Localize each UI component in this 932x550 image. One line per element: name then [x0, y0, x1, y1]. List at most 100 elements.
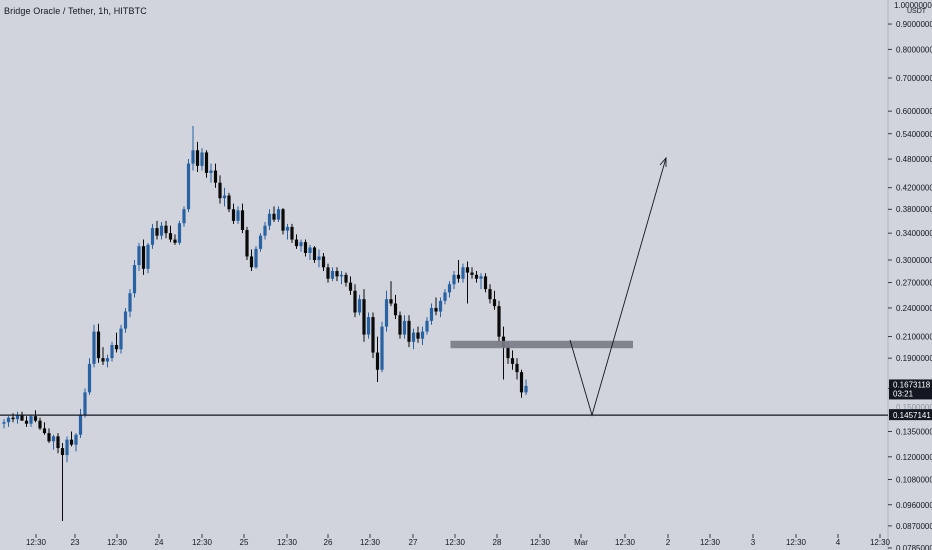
candle-body [452, 274, 456, 285]
projection-path [569, 157, 667, 417]
candle-body [65, 439, 69, 456]
candle-body [303, 242, 308, 253]
x-tick-label: 12:30 [615, 538, 636, 547]
x-tick-label: 26 [324, 538, 333, 547]
candle-body [339, 274, 344, 277]
candle-body [285, 226, 290, 231]
hidden-tick-label: 0.1500000 [896, 403, 932, 412]
candle-body [74, 434, 78, 445]
candle-body [177, 223, 182, 243]
candle-body [515, 363, 519, 373]
y-tick-label: 0.5400000 [896, 130, 932, 139]
candle-body [357, 299, 362, 313]
countdown-value: 03:21 [893, 389, 914, 398]
candle-body [119, 328, 123, 350]
candle-body [443, 292, 447, 301]
candle-body [429, 307, 434, 321]
candle-body [348, 282, 353, 291]
candle-body [137, 246, 141, 266]
candle-body [308, 247, 312, 253]
candle-body [254, 248, 258, 268]
candle-body [398, 315, 402, 335]
candle-body [497, 306, 501, 337]
candle-body [146, 244, 150, 269]
x-tick-label: 12:30 [26, 538, 47, 547]
price-unit-label: USDT [907, 8, 927, 15]
x-tick-label: 12:30 [360, 538, 381, 547]
candle-body [200, 152, 204, 166]
candle-body [2, 422, 6, 424]
x-tick-label: 24 [155, 538, 164, 547]
candle-body [47, 433, 51, 442]
candle-body [326, 267, 330, 279]
candle-body [416, 332, 420, 339]
candle-body [465, 267, 470, 273]
candle-body [101, 358, 105, 362]
candle-body [276, 209, 281, 220]
y-tick-label: 0.8000000 [896, 45, 932, 54]
candle-body [281, 209, 285, 231]
candle-body [389, 299, 393, 304]
candle-body [218, 182, 222, 199]
candle-body [24, 420, 29, 424]
candle-body [438, 300, 443, 312]
candle-body [182, 209, 186, 224]
candle-body [69, 439, 74, 445]
x-tick-label: 3 [751, 538, 756, 547]
chart-title: Bridge Oracle / Tether, 1h, HITBTC [4, 6, 147, 16]
candle-body [353, 290, 357, 313]
x-tick-label: 12:30 [700, 538, 721, 547]
candle-body [393, 303, 398, 316]
candle-body [204, 152, 209, 173]
x-tick-label: Mar [574, 538, 588, 547]
y-tick-label: 0.1350000 [896, 428, 932, 437]
candle-body [83, 392, 87, 415]
y-tick-label: 0.3000000 [896, 256, 932, 265]
last-price-value: 0.1673118 [893, 380, 931, 389]
x-tick-label: 12:30 [870, 538, 891, 547]
y-tick-label: 0.6000000 [896, 107, 932, 116]
candle-body [492, 299, 497, 307]
candle-body [110, 344, 114, 359]
candle-body [510, 358, 515, 364]
candle-body [60, 448, 65, 456]
candle-body [173, 239, 177, 243]
candle-body [114, 344, 119, 350]
candle-body [330, 271, 335, 279]
x-tick-label: 12:30 [786, 538, 807, 547]
last-price-tag [889, 379, 932, 400]
candle-body [87, 363, 92, 393]
y-tick-label: 0.0960000 [896, 501, 932, 510]
candle-body [483, 276, 488, 290]
x-tick-label: 28 [493, 538, 502, 547]
support-price-tag [889, 409, 932, 421]
y-tick-label: 0.3800000 [896, 205, 932, 214]
candle-body [128, 293, 132, 312]
candle-body [141, 246, 146, 269]
y-tick-label-top: 1.0000000 [894, 1, 932, 10]
candle-body [267, 213, 272, 226]
candle-body [15, 414, 20, 420]
candle-body [312, 247, 317, 261]
candle-body [461, 267, 465, 279]
candle-body [380, 326, 384, 370]
candle-body [11, 417, 15, 420]
arrow-head-icon [659, 156, 667, 167]
candle-body [236, 210, 240, 221]
candle-body [159, 225, 164, 236]
candle-body [222, 195, 227, 199]
candle-body [227, 195, 231, 210]
y-tick-label: 0.2700000 [896, 279, 932, 288]
candle-body [92, 331, 96, 364]
candle-body [168, 233, 173, 240]
candle-body [6, 417, 11, 423]
candle-body [132, 265, 137, 294]
x-tick-label: 12:30 [192, 538, 213, 547]
candle-body [290, 226, 294, 240]
candle-body [470, 272, 474, 275]
candle-body [56, 436, 60, 449]
candle-body [317, 256, 321, 261]
y-tick-label: 0.2100000 [896, 333, 932, 342]
